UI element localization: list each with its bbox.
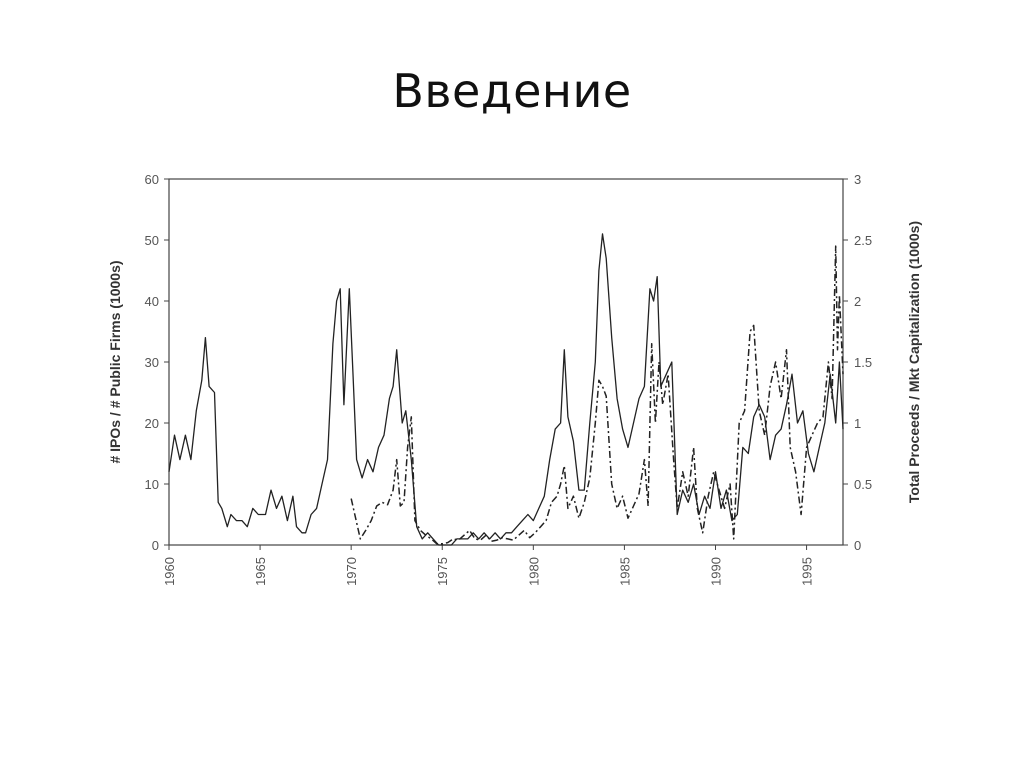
y-tick-label: 60 xyxy=(145,172,159,187)
series-line-dashdot xyxy=(350,245,844,545)
x-tick-label: 1990 xyxy=(708,557,723,586)
x-tick-label: 1965 xyxy=(253,557,268,586)
plot-frame xyxy=(168,178,844,546)
right-axis: 0 0.5 1 1.5 2 2.5 3 xyxy=(843,172,872,553)
y2-tick-label: 0 xyxy=(854,538,861,553)
x-tick-label: 1980 xyxy=(526,557,541,586)
x-tick-label: 1975 xyxy=(435,557,450,586)
y-tick-label: 40 xyxy=(145,294,159,309)
y-tick-label: 20 xyxy=(145,416,159,431)
x-tick-label: 1970 xyxy=(344,557,359,586)
y2-tick-label: 2 xyxy=(854,294,861,309)
x-tick-label: 1995 xyxy=(800,557,815,586)
y2-tick-label: 0.5 xyxy=(854,477,872,492)
y2-tick-label: 2.5 xyxy=(854,233,872,248)
y-tick-label: 0 xyxy=(152,538,159,553)
y-tick-label: 10 xyxy=(145,477,159,492)
series-line-solid xyxy=(168,233,844,546)
y-axis-title-left: # IPOs / # Public Firms (1000s) xyxy=(107,260,123,463)
y2-tick-label: 1 xyxy=(854,416,861,431)
left-axis: 0 10 20 30 40 50 60 xyxy=(145,172,169,553)
y-tick-label: 30 xyxy=(145,355,159,370)
y-axis-title-right: Total Proceeds / Mkt Capitalization (100… xyxy=(906,221,922,503)
y-tick-label: 50 xyxy=(145,233,159,248)
x-axis: 1960 1965 1970 1975 1980 1985 1990 1995 xyxy=(162,545,815,586)
slide-title: Введение xyxy=(392,64,632,118)
series-layer xyxy=(168,233,844,546)
y2-tick-label: 3 xyxy=(854,172,861,187)
x-tick-label: 1960 xyxy=(162,557,177,586)
y2-tick-label: 1.5 xyxy=(854,355,872,370)
x-tick-label: 1985 xyxy=(617,557,632,586)
